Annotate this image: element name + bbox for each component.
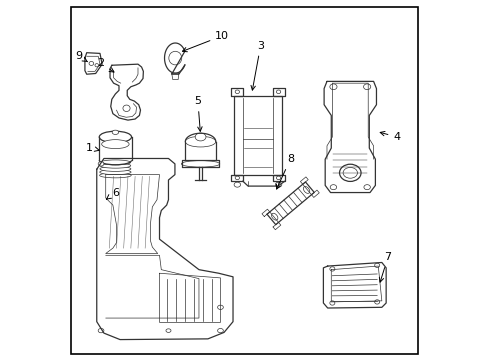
Ellipse shape	[271, 213, 277, 220]
Ellipse shape	[329, 185, 336, 190]
Ellipse shape	[343, 167, 357, 178]
Ellipse shape	[374, 263, 379, 267]
Text: 8: 8	[276, 154, 293, 189]
Ellipse shape	[276, 90, 280, 94]
Ellipse shape	[329, 301, 334, 305]
Text: 5: 5	[194, 96, 202, 131]
Ellipse shape	[100, 166, 131, 171]
Ellipse shape	[374, 300, 379, 304]
Ellipse shape	[99, 131, 131, 143]
Ellipse shape	[195, 133, 205, 141]
Text: 4: 4	[379, 131, 400, 142]
Ellipse shape	[329, 267, 334, 271]
Ellipse shape	[303, 186, 309, 193]
Ellipse shape	[234, 182, 240, 187]
Ellipse shape	[217, 305, 223, 310]
Ellipse shape	[98, 328, 104, 333]
Text: 7: 7	[379, 252, 391, 282]
Ellipse shape	[339, 164, 360, 181]
Ellipse shape	[235, 176, 239, 180]
Ellipse shape	[100, 170, 131, 175]
Ellipse shape	[100, 160, 130, 165]
Ellipse shape	[181, 161, 219, 167]
Ellipse shape	[275, 182, 281, 187]
Ellipse shape	[100, 163, 130, 168]
Ellipse shape	[89, 62, 94, 66]
Text: 1: 1	[86, 143, 99, 153]
Ellipse shape	[185, 136, 215, 147]
Text: 9: 9	[75, 51, 87, 62]
Ellipse shape	[165, 329, 171, 332]
Ellipse shape	[276, 176, 280, 180]
Ellipse shape	[95, 64, 99, 67]
Ellipse shape	[112, 130, 119, 134]
Ellipse shape	[235, 90, 239, 94]
Ellipse shape	[102, 140, 129, 149]
Text: 6: 6	[106, 188, 119, 199]
Ellipse shape	[217, 328, 223, 333]
Ellipse shape	[363, 185, 369, 190]
Ellipse shape	[329, 84, 336, 90]
Text: 3: 3	[250, 41, 264, 90]
Ellipse shape	[168, 51, 182, 65]
Ellipse shape	[100, 173, 131, 178]
Ellipse shape	[363, 84, 370, 90]
Text: 2: 2	[97, 58, 114, 72]
Text: 10: 10	[182, 31, 229, 52]
Ellipse shape	[122, 105, 130, 112]
Ellipse shape	[98, 162, 104, 166]
